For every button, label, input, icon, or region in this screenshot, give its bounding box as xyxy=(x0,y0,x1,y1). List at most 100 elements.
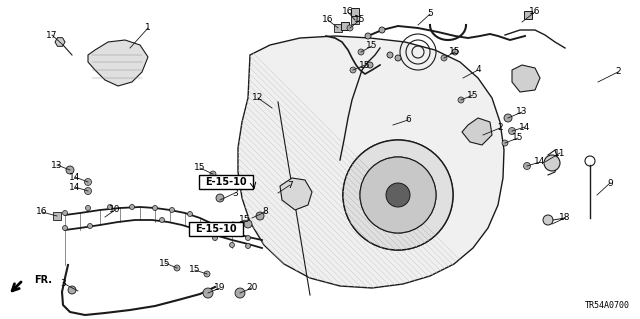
Circle shape xyxy=(204,271,210,277)
Circle shape xyxy=(367,62,373,68)
Circle shape xyxy=(395,55,401,61)
Text: 19: 19 xyxy=(214,284,226,293)
Circle shape xyxy=(216,194,224,202)
Bar xyxy=(334,24,342,32)
Text: 14: 14 xyxy=(69,182,81,191)
Circle shape xyxy=(84,188,92,195)
Circle shape xyxy=(63,226,67,231)
Text: 6: 6 xyxy=(405,115,411,124)
Circle shape xyxy=(230,229,234,234)
Circle shape xyxy=(365,33,371,39)
Circle shape xyxy=(387,52,393,58)
Circle shape xyxy=(504,114,512,122)
Text: 8: 8 xyxy=(262,207,268,217)
Text: 9: 9 xyxy=(607,179,613,188)
Text: 16: 16 xyxy=(529,8,541,17)
Circle shape xyxy=(246,243,250,249)
Circle shape xyxy=(360,157,436,233)
Text: 13: 13 xyxy=(51,160,63,169)
Bar xyxy=(351,8,359,16)
Text: 15: 15 xyxy=(512,133,524,143)
Text: 12: 12 xyxy=(252,93,264,102)
Circle shape xyxy=(159,218,164,222)
Text: 15: 15 xyxy=(366,41,378,50)
Bar xyxy=(524,11,532,19)
Circle shape xyxy=(210,171,216,177)
Bar xyxy=(351,16,359,24)
Text: 1: 1 xyxy=(145,24,151,33)
Circle shape xyxy=(386,183,410,207)
Text: 14: 14 xyxy=(534,158,546,167)
Text: 15: 15 xyxy=(189,265,201,275)
Text: 18: 18 xyxy=(559,213,571,222)
Text: 20: 20 xyxy=(246,284,258,293)
Circle shape xyxy=(386,183,410,207)
Circle shape xyxy=(230,222,236,228)
Circle shape xyxy=(174,265,180,271)
Bar xyxy=(53,212,61,220)
FancyBboxPatch shape xyxy=(189,222,243,236)
Text: 7: 7 xyxy=(287,181,293,189)
Circle shape xyxy=(244,220,252,228)
Text: 15: 15 xyxy=(195,164,205,173)
Text: 15: 15 xyxy=(159,258,171,268)
Circle shape xyxy=(452,49,458,55)
Circle shape xyxy=(212,235,218,241)
Text: 17: 17 xyxy=(46,31,58,40)
Text: 14: 14 xyxy=(69,173,81,182)
Text: 13: 13 xyxy=(516,108,528,116)
Polygon shape xyxy=(280,178,312,210)
Circle shape xyxy=(502,140,508,146)
Circle shape xyxy=(68,286,76,294)
Text: 3: 3 xyxy=(232,189,238,197)
Circle shape xyxy=(246,235,250,241)
Circle shape xyxy=(84,179,92,186)
Circle shape xyxy=(230,242,234,248)
Circle shape xyxy=(347,25,353,31)
Text: 5: 5 xyxy=(427,10,433,19)
Bar xyxy=(341,22,349,30)
Circle shape xyxy=(379,27,385,33)
Circle shape xyxy=(88,224,93,228)
Text: 16: 16 xyxy=(36,207,48,217)
Text: TR54A0700: TR54A0700 xyxy=(585,301,630,310)
Text: 15: 15 xyxy=(359,61,371,70)
Circle shape xyxy=(212,222,218,227)
Text: 16: 16 xyxy=(323,16,333,25)
Text: 14: 14 xyxy=(519,122,531,131)
Circle shape xyxy=(170,207,175,212)
Text: 15: 15 xyxy=(239,216,251,225)
Text: FR.: FR. xyxy=(34,275,52,285)
Circle shape xyxy=(458,97,464,103)
Circle shape xyxy=(509,128,515,135)
Circle shape xyxy=(343,140,453,250)
Circle shape xyxy=(152,205,157,211)
Circle shape xyxy=(235,288,245,298)
Circle shape xyxy=(66,166,74,174)
Polygon shape xyxy=(512,65,540,92)
Circle shape xyxy=(350,67,356,73)
Text: 15: 15 xyxy=(467,91,479,100)
Circle shape xyxy=(86,205,90,211)
Circle shape xyxy=(256,212,264,220)
Circle shape xyxy=(441,55,447,61)
Circle shape xyxy=(343,140,453,250)
Circle shape xyxy=(203,288,213,298)
Polygon shape xyxy=(55,38,65,46)
Text: 3: 3 xyxy=(60,278,66,287)
Circle shape xyxy=(358,49,364,55)
Circle shape xyxy=(129,204,134,210)
Text: 11: 11 xyxy=(554,149,566,158)
Text: 4: 4 xyxy=(475,65,481,75)
Circle shape xyxy=(543,215,553,225)
Circle shape xyxy=(360,157,436,233)
Circle shape xyxy=(544,155,560,171)
Text: 16: 16 xyxy=(342,8,354,17)
Text: E-15-10: E-15-10 xyxy=(205,177,247,187)
Text: 15: 15 xyxy=(355,16,365,25)
Text: E-15-10: E-15-10 xyxy=(195,224,237,234)
Text: 15: 15 xyxy=(449,48,461,56)
Text: 10: 10 xyxy=(109,205,121,214)
Polygon shape xyxy=(88,40,148,86)
Circle shape xyxy=(524,162,531,169)
